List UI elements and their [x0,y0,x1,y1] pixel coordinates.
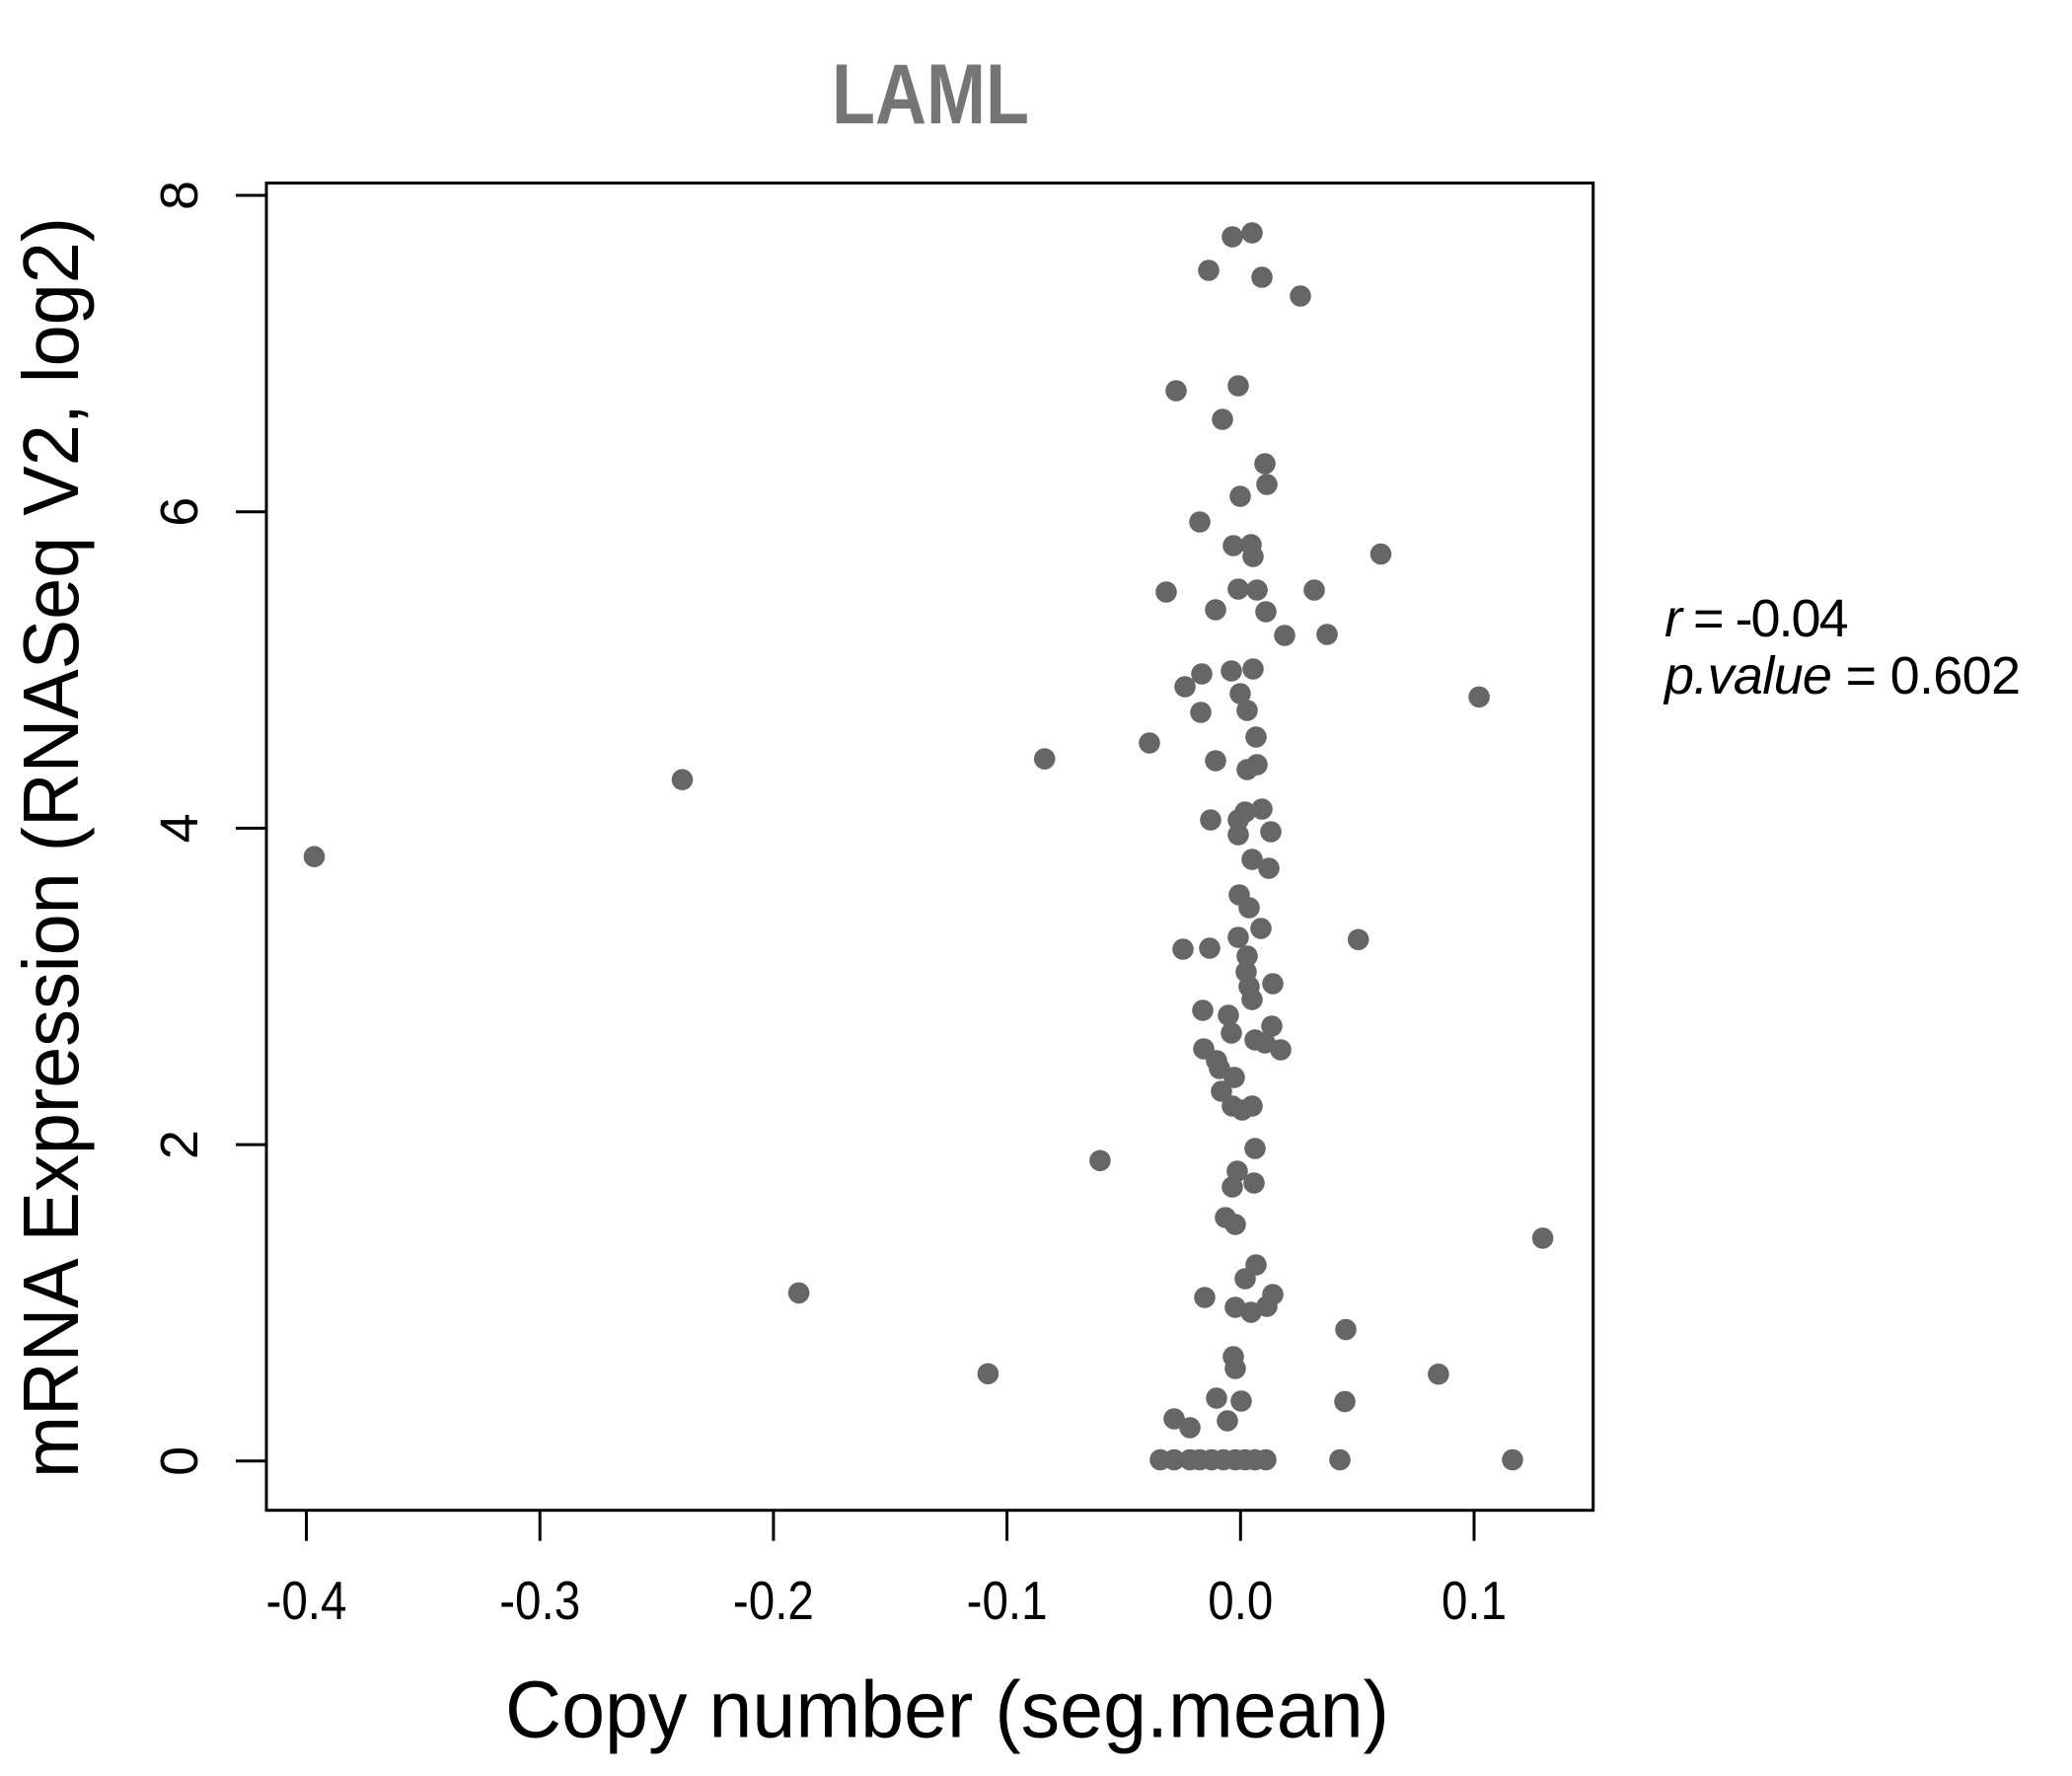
svg-text:-0.4: -0.4 [266,1570,347,1631]
svg-text:Copy number (seg.mean): Copy number (seg.mean) [505,1665,1389,1755]
svg-text:LAML: LAML [832,47,1029,142]
svg-text:2: 2 [150,1130,209,1159]
svg-text:8: 8 [150,181,209,210]
svg-text:4: 4 [150,813,209,843]
svg-text:0: 0 [150,1446,209,1476]
svg-text:p.value = 0.602: p.value = 0.602 [1663,646,2020,705]
svg-text:6: 6 [150,497,209,527]
svg-text:r = -0.04: r = -0.04 [1665,589,1848,648]
svg-text:0.0: 0.0 [1208,1570,1273,1631]
svg-text:0.1: 0.1 [1442,1570,1507,1631]
svg-text:-0.3: -0.3 [499,1570,580,1631]
svg-text:-0.1: -0.1 [967,1570,1048,1631]
svg-text:mRNA Expression (RNASeq V2, lo: mRNA Expression (RNASeq V2, log2) [7,217,95,1478]
svg-text:-0.2: -0.2 [733,1570,814,1631]
